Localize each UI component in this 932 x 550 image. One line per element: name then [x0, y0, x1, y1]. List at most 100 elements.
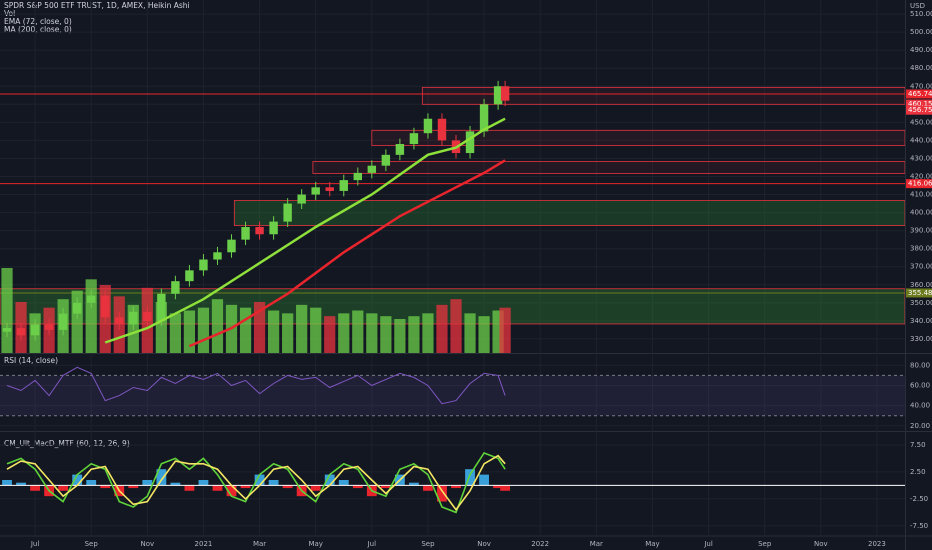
volume-bar — [380, 316, 392, 353]
x-tick-label: May — [645, 540, 659, 548]
y-tick-label: 370.00 — [910, 263, 932, 271]
candle-body — [367, 165, 377, 173]
y-tick-label: 340.00 — [910, 317, 932, 325]
candle-body — [86, 295, 96, 303]
volume-bar — [464, 313, 476, 353]
y-tick-label: 410.00 — [910, 191, 932, 199]
candle-body — [115, 317, 124, 325]
candle-body — [185, 270, 194, 282]
x-tick-label: Jul — [30, 540, 40, 548]
candle-body — [283, 203, 292, 222]
moving-average — [104, 117, 506, 344]
x-tick-label: 2023 — [868, 540, 886, 548]
candle-body — [381, 154, 391, 166]
y-tick-label: 390.00 — [910, 227, 932, 235]
histogram-bar — [437, 485, 447, 502]
volume-bar — [71, 290, 83, 353]
volume-bar — [324, 316, 336, 353]
histogram-bar — [493, 485, 504, 489]
histogram-bar — [254, 474, 265, 486]
candle-body — [339, 180, 348, 191]
volume-bar — [211, 299, 224, 353]
histogram-bar — [184, 485, 195, 491]
histogram-bar — [423, 485, 433, 491]
volume-bar — [183, 310, 196, 353]
x-tick-label: Nov — [814, 540, 828, 548]
candle-body — [241, 227, 250, 240]
histogram-bar — [128, 485, 139, 489]
histogram-bar — [30, 485, 40, 491]
candle-body — [16, 328, 26, 336]
y-tick-label: 350.00 — [910, 299, 932, 307]
y-tick-label: 7.50 — [910, 441, 926, 449]
ema-legend: EMA (72, close, 0) — [4, 17, 72, 26]
volume-bar — [422, 313, 434, 353]
y-tick-label: 20.00 — [910, 422, 930, 430]
histogram-bar — [226, 485, 237, 497]
level-tag: 465.74 — [908, 90, 932, 98]
candle-body — [500, 86, 510, 101]
volume-bar — [85, 279, 97, 353]
candle-body — [479, 104, 489, 132]
histogram-bar — [142, 479, 153, 486]
macd-title: CM_Ult_MacD_MTF (60, 12, 26, 9) — [4, 439, 130, 448]
y-tick-label: 490.00 — [910, 46, 932, 54]
histogram-bar — [212, 485, 223, 491]
level-tag: 355.48 — [908, 289, 932, 297]
volume-bar — [296, 304, 308, 353]
y-tick-label: 330.00 — [910, 335, 932, 343]
y-tick-label: 80.00 — [910, 361, 930, 369]
candle-body — [255, 227, 264, 235]
x-tick-label: 2022 — [531, 540, 549, 548]
histogram-bar — [16, 482, 26, 486]
candle-body — [58, 313, 68, 330]
x-tick-label: Jul — [703, 540, 713, 548]
histogram-bar — [465, 469, 475, 486]
candle-body — [227, 239, 236, 253]
candle-body — [311, 187, 320, 195]
volume-bar — [492, 310, 504, 353]
x-tick-label: Mar — [590, 540, 603, 548]
pane — [0, 366, 905, 417]
pane — [0, 452, 905, 514]
ma-legend: MA (200, close, 0) — [4, 25, 72, 34]
candle-body — [493, 86, 503, 105]
price-tag: 460.15 — [908, 100, 932, 108]
y-tick-label: 500.00 — [910, 28, 932, 36]
candle-body — [143, 311, 152, 321]
level-tag: 416.06 — [908, 180, 932, 188]
x-tick-label: Jul — [367, 540, 377, 548]
histogram-bar — [2, 479, 12, 486]
histogram-bar — [198, 479, 209, 486]
candle-body — [395, 144, 405, 155]
histogram-bar — [240, 485, 251, 489]
volume-bar — [394, 319, 406, 353]
y-tick-label: 60.00 — [910, 381, 930, 389]
volume-bar — [155, 302, 167, 353]
rsi-band — [0, 375, 905, 416]
volume-bar — [239, 307, 252, 353]
y-tick-label: 40.00 — [910, 402, 930, 410]
y-tick-label: 450.00 — [910, 118, 932, 126]
candle-body — [325, 187, 334, 191]
histogram-bar — [156, 469, 167, 486]
histogram-bar — [479, 474, 489, 486]
histogram-bar — [100, 485, 111, 489]
volume-bar — [169, 313, 181, 353]
candle-body — [157, 293, 166, 321]
x-tick-label: Nov — [477, 540, 491, 548]
y-tick-label: 480.00 — [910, 64, 932, 72]
moving-average — [188, 159, 506, 348]
x-tick-label: Sep — [85, 540, 99, 548]
histogram-bar — [268, 479, 279, 486]
zone — [312, 161, 905, 174]
histogram-bar — [352, 485, 363, 489]
histogram-bar — [324, 474, 335, 486]
y-tick-label: 420.00 — [910, 173, 932, 181]
histogram-bar — [86, 479, 97, 486]
volume-bar — [450, 299, 462, 353]
candle-body — [2, 328, 12, 332]
volume-bar — [338, 313, 350, 353]
x-tick-label: 2021 — [195, 540, 213, 548]
